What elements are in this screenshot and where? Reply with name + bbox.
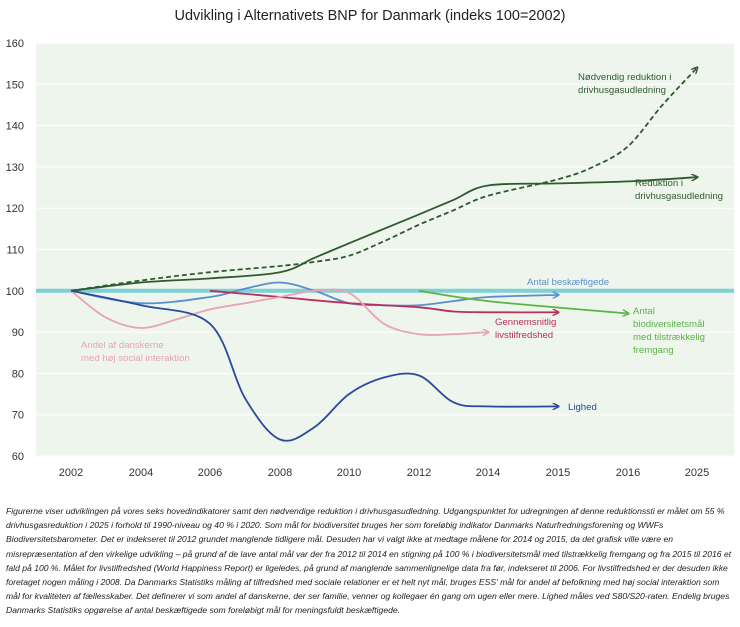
x-tick-label: 2002 <box>59 467 83 479</box>
y-tick-label: 150 <box>6 79 24 91</box>
series-label-social-interaction: Andel af danskerne med høj social interak… <box>81 340 190 364</box>
x-tick-label: 2025 <box>685 467 709 479</box>
y-tick-label: 120 <box>6 203 24 215</box>
x-tick-label: 2010 <box>337 467 361 479</box>
x-tick-label: 2012 <box>407 467 431 479</box>
series-labels: Nødvendig reduktion i drivhusgasudledning… <box>81 72 723 413</box>
series-line-biodiversity <box>418 289 628 314</box>
y-tick-label: 130 <box>6 162 24 174</box>
series-line-equality <box>70 289 558 442</box>
series-label-equality: Lighed <box>568 402 597 413</box>
series-label-necessary-reduction: Nødvendig reduktion i drivhusgasudledning <box>578 72 671 96</box>
x-tick-label: 2016 <box>616 467 640 479</box>
y-tick-label: 90 <box>12 327 24 339</box>
series-label-employed: Antal beskæftigede <box>527 277 609 288</box>
series-label-biodiversity: Antal biodiversitetsmål med tilstrækkelig f… <box>633 306 705 356</box>
x-tick-label: 2014 <box>476 467 500 479</box>
series-line-necessary-reduction <box>70 68 697 292</box>
grid-lines <box>36 42 734 457</box>
x-tick-label: 2015 <box>546 467 570 479</box>
series-label-reduction: Reduktion i drivhusgasudledning <box>635 178 723 202</box>
series-label-life-satisfaction: Gennemsnitlig livstilfredshed <box>495 317 556 341</box>
series-line-employed <box>70 281 558 307</box>
x-tick-label: 2004 <box>129 467 153 479</box>
y-tick-label: 100 <box>6 286 24 298</box>
x-axis: 2002 2004 2006 2008 2010 2012 2014 2015 2016 2025 <box>59 467 709 479</box>
y-tick-label: 140 <box>6 121 24 133</box>
x-tick-label: 2006 <box>198 467 222 479</box>
series-line-reduction <box>70 177 697 292</box>
figure-caption: Figurerne viser udviklingen på vores sek… <box>6 506 732 616</box>
series-line-social-interaction <box>70 288 488 336</box>
y-tick-label: 80 <box>12 368 24 380</box>
series-group <box>70 68 697 442</box>
y-tick-label: 60 <box>12 451 24 463</box>
y-tick-label: 110 <box>6 245 24 257</box>
y-axis: 60 70 80 90 100 110 120 130 140 150 160 <box>6 38 24 463</box>
y-tick-label: 160 <box>6 38 24 50</box>
chart-title: Udvikling i Alternativets BNP for Danmar… <box>174 8 566 24</box>
y-tick-label: 70 <box>12 410 24 422</box>
x-tick-label: 2008 <box>268 467 292 479</box>
